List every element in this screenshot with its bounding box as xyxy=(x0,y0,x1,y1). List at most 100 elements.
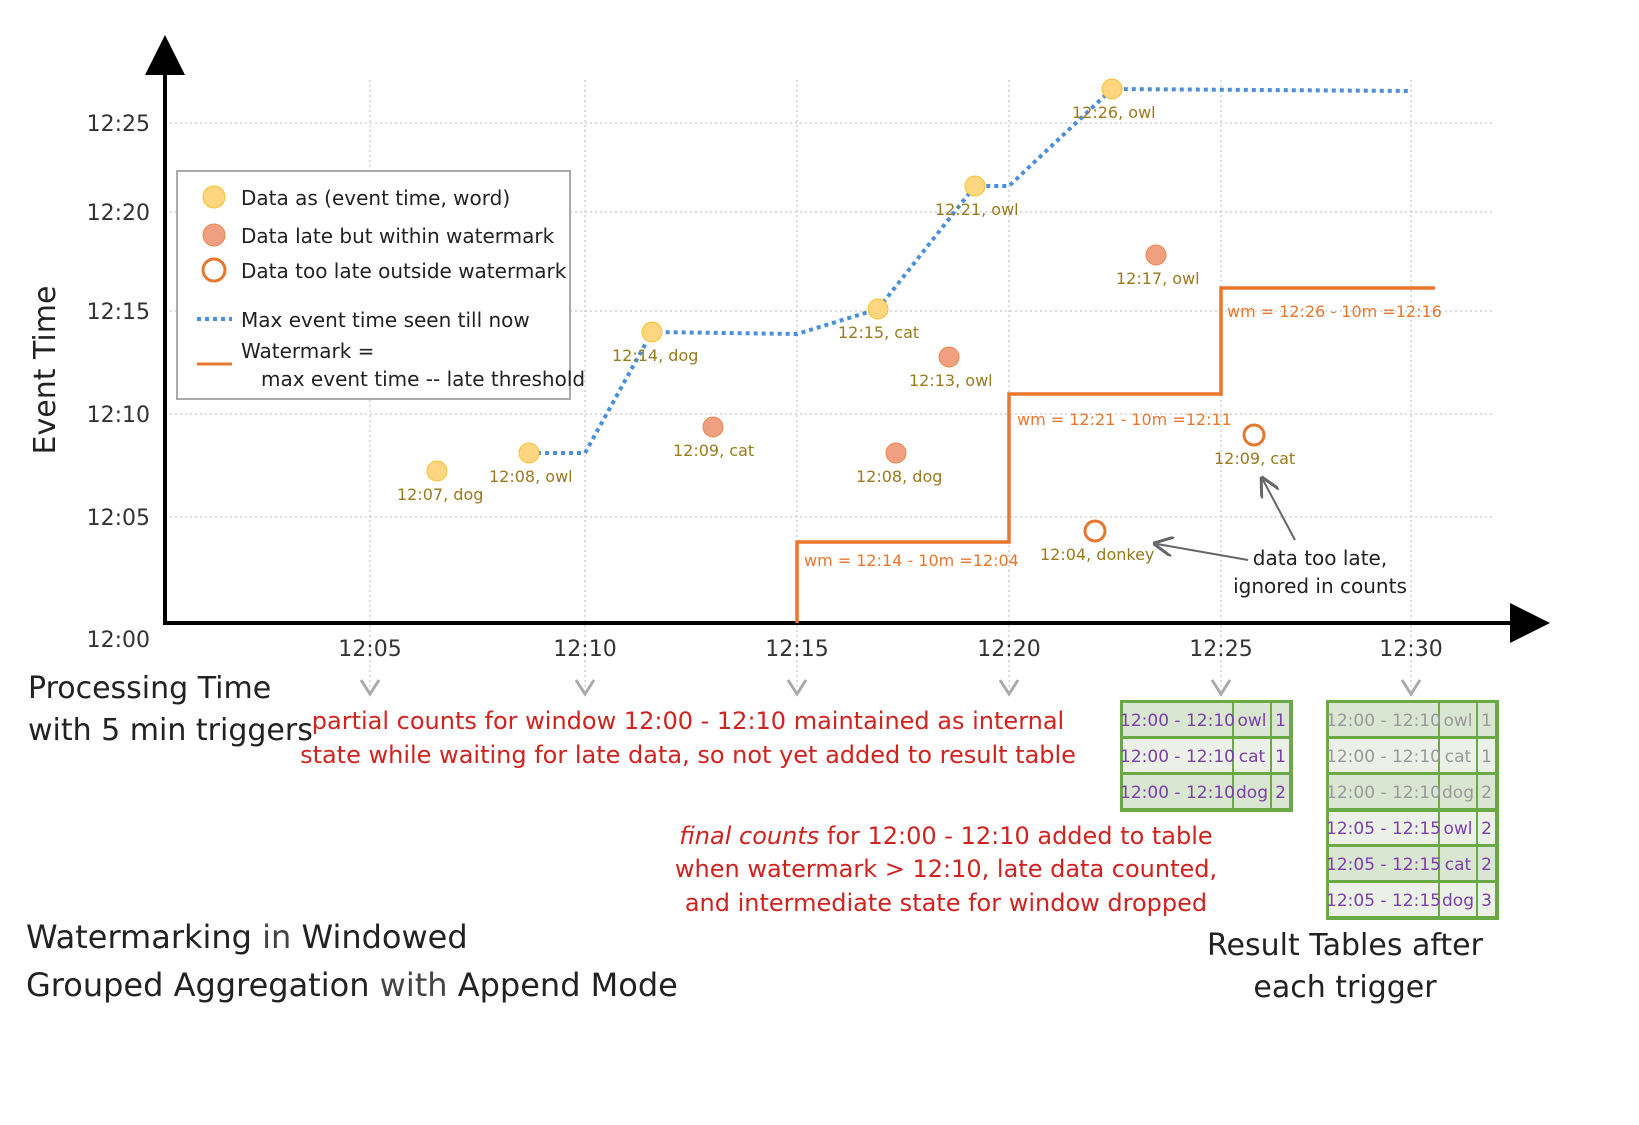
title-line-1: Watermarking in Windowed xyxy=(26,918,468,956)
table-cell-text: 12:00 - 12:10 xyxy=(1120,783,1235,803)
table-cell-text: 3 xyxy=(1481,891,1492,911)
y-tick-label: 12:00 xyxy=(87,628,150,653)
table-cell xyxy=(1440,811,1476,844)
legend-item: Watermark = xyxy=(241,339,374,363)
table-cell-text: 12:00 - 12:10 xyxy=(1326,783,1441,803)
data-point-label: 12:17, owl xyxy=(1116,269,1200,288)
table-cell-text: 12:05 - 12:15 xyxy=(1326,819,1441,839)
table-cell xyxy=(1440,883,1476,916)
data-point-on-time xyxy=(867,298,889,320)
x-axis-label: Processing Time xyxy=(28,671,271,706)
legend-item: Max event time seen till now xyxy=(241,308,530,332)
data-point-on-time xyxy=(1101,78,1123,100)
table-cell xyxy=(1440,739,1476,772)
table-cell xyxy=(1123,739,1232,772)
table-cell-text: cat xyxy=(1445,747,1472,767)
data-point-label: 12:09, cat xyxy=(673,441,754,460)
data-point-too-late xyxy=(1242,423,1266,447)
table-cell-text: 12:00 - 12:10 xyxy=(1326,711,1441,731)
table-cell-text: 12:00 - 12:10 xyxy=(1326,747,1441,767)
table-cell xyxy=(1329,775,1438,808)
table-cell xyxy=(1329,703,1438,736)
table-cell xyxy=(1272,775,1289,808)
table-cell-text: dog xyxy=(1236,783,1268,803)
table-cell-text: dog xyxy=(1442,783,1474,803)
table-cell xyxy=(1440,703,1476,736)
y-tick-label: 12:15 xyxy=(87,300,150,325)
y-tick-label: 12:20 xyxy=(87,201,150,226)
table-cell xyxy=(1329,883,1438,916)
x-tick-label: 12:30 xyxy=(1379,637,1442,662)
data-point-label: 12:08, owl xyxy=(489,467,573,486)
data-point-on-time xyxy=(518,442,540,464)
table-cell xyxy=(1123,775,1232,808)
table-cell xyxy=(1234,775,1270,808)
trigger-arrow-icon xyxy=(1400,679,1422,697)
x-tick-label: 12:10 xyxy=(553,637,616,662)
data-point-label: 12:14, dog xyxy=(612,346,698,365)
table-cell xyxy=(1329,739,1438,772)
table-cell-text: 1 xyxy=(1275,711,1286,731)
y-ticks: 12:00 12:05 12:10 12:15 12:20 12:25 xyxy=(87,112,150,653)
data-point-on-time xyxy=(426,460,448,482)
data-point-on-time xyxy=(964,175,986,197)
table-cell-text: owl xyxy=(1443,819,1472,839)
table-cell-text: dog xyxy=(1442,891,1474,911)
data-point-late xyxy=(1145,244,1167,266)
data-point-label: 12:13, owl xyxy=(909,371,993,390)
data-point-label: 12:26, owl xyxy=(1072,103,1156,122)
watermark-label: wm = 12:26 - 10m =12:16 xyxy=(1227,302,1442,321)
table-cell xyxy=(1272,703,1289,736)
title-line-2: Grouped Aggregation with Append Mode xyxy=(26,966,678,1004)
table-cell-text: 2 xyxy=(1481,855,1492,875)
legend-item: Data too late outside watermark xyxy=(241,259,567,283)
table-cell xyxy=(1329,847,1438,880)
table-cell xyxy=(1478,775,1495,808)
table-cell xyxy=(1272,739,1289,772)
trigger-arrow-icon xyxy=(998,679,1020,697)
table-cell xyxy=(1478,703,1495,736)
table-cell xyxy=(1440,775,1476,808)
trigger-arrow-icon xyxy=(574,679,596,697)
watermark-label: wm = 12:21 - 10m =12:11 xyxy=(1017,410,1232,429)
table-cell xyxy=(1440,847,1476,880)
data-point-label: 12:21, owl xyxy=(935,200,1019,219)
final-counts-note: final counts for 12:00 - 12:10 added to … xyxy=(679,822,1212,850)
table-cell-text: 2 xyxy=(1481,819,1492,839)
table-cell xyxy=(1234,703,1270,736)
table-cell-text: cat xyxy=(1239,747,1266,767)
data-point-label: 12:07, dog xyxy=(397,485,483,504)
partial-counts-note: partial counts for window 12:00 - 12:10 … xyxy=(312,707,1064,735)
data-point-label: 12:08, dog xyxy=(856,467,942,486)
y-tick-label: 12:10 xyxy=(87,403,150,428)
table-cell-text: 1 xyxy=(1481,711,1492,731)
data-points: 12:07, dog 12:08, owl 12:14, dog 12:09, cat… xyxy=(397,78,1295,564)
table-cell xyxy=(1478,883,1495,916)
x-axis-sublabel: with 5 min triggers xyxy=(28,713,313,748)
table-cell-text: owl xyxy=(1443,711,1472,731)
trigger-arrow-icon xyxy=(1210,679,1232,697)
x-tick-label: 12:05 xyxy=(338,637,401,662)
data-point-late xyxy=(702,416,724,438)
table-cell xyxy=(1123,703,1232,736)
legend-item: max event time -- late threshold xyxy=(261,367,585,391)
data-point-late xyxy=(938,346,960,368)
result-tables: 12:00 - 12:10 owl 112:00 - 12:10 cat 112:00 … xyxy=(1120,700,1499,920)
table-cell xyxy=(1478,739,1495,772)
max-event-time-line xyxy=(529,86,1412,455)
x-tick-label: 12:15 xyxy=(765,637,828,662)
late-marker-icon xyxy=(202,223,226,247)
legend-item: Data late but within watermark xyxy=(241,224,555,248)
table-cell-text: 12:00 - 12:10 xyxy=(1120,711,1235,731)
result-caption: Result Tables after xyxy=(1207,928,1484,963)
data-point-label: 12:15, cat xyxy=(838,323,919,342)
table-cell-text: 1 xyxy=(1275,747,1286,767)
table-cell xyxy=(1478,847,1495,880)
too-late-note: data too late, xyxy=(1253,546,1387,570)
table-cell xyxy=(1478,811,1495,844)
final-counts-note: when watermark > 12:10, late data counte… xyxy=(675,855,1217,883)
table-cell-text: owl xyxy=(1237,711,1266,731)
table-cell-text: 12:05 - 12:15 xyxy=(1326,855,1441,875)
